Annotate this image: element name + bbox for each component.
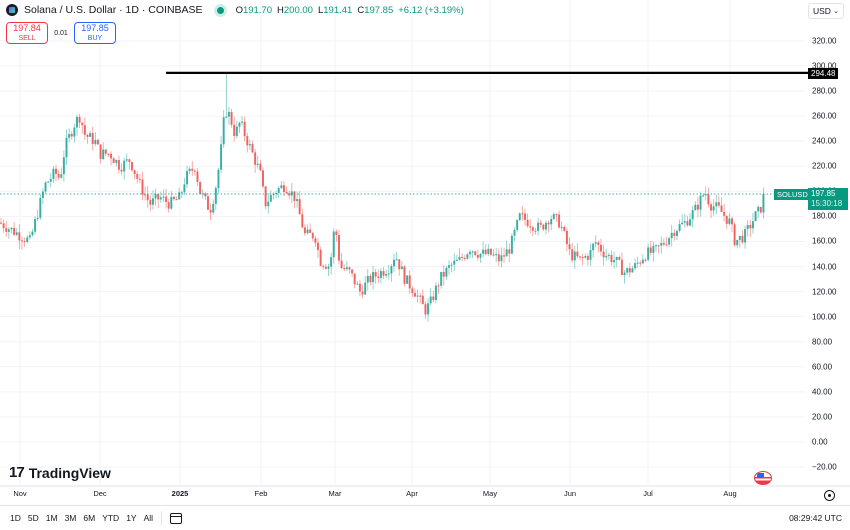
price-tick-label: −20.00 [812,462,837,472]
ohlc-values: O191.70 H200.00 L191.41 C197.85 +6.12 (+… [236,5,464,16]
gear-icon[interactable] [824,490,835,501]
price-tick-label: 320.00 [812,36,837,46]
price-tick-label: 260.00 [812,111,837,121]
range-button-ytd[interactable]: YTD [102,513,120,523]
price-tick-label: 220.00 [812,161,837,171]
candlestick-chart[interactable] [0,0,850,505]
symbol-title[interactable]: Solana / U.S. Dollar · 1D · COINBASE [24,4,203,16]
range-button-1m[interactable]: 1M [45,513,58,523]
range-button-1y[interactable]: 1Y [126,513,137,523]
chevron-down-icon: ⌄ [833,8,839,15]
calendar-goto-icon[interactable] [170,512,183,524]
high-value: 200.00 [283,4,313,16]
time-tick-label: Jul [643,489,653,498]
buy-price: 197.85 [81,23,109,33]
price-tick-label: 280.00 [812,86,837,96]
bottom-toolbar: 1D 5D 1M 3M 6M YTD 1Y All 08:29:42 UTC [0,505,850,530]
high-label: H [277,4,284,16]
low-label: L [317,4,324,16]
last-price-value: 197.85 [811,189,836,198]
tradingview-mark-icon: 17 [9,464,25,481]
tradingview-logo[interactable]: 17 TradingView [9,464,111,481]
change-value: +6.12 (+3.19%) [398,4,464,16]
price-tick-label: 40.00 [812,387,833,397]
utc-clock[interactable]: 08:29:42 UTC [789,513,842,523]
range-button-5d[interactable]: 5D [27,513,39,523]
range-button-6m[interactable]: 6M [83,513,96,523]
price-tick-label: 160.00 [812,236,837,246]
sell-price: 197.84 [13,23,41,33]
time-tick-label: Jun [563,489,577,498]
range-button-all[interactable]: All [143,513,154,523]
toolbar-divider [161,511,163,525]
symbol-tag: SOLUSD [774,189,811,200]
close-value: 197.85 [364,4,394,16]
price-tick-label: 140.00 [812,262,837,271]
sell-label: SELL [18,35,36,42]
symbol-header: Solana / U.S. Dollar · 1D · COINBASE O19… [6,4,464,16]
price-tick-label: 180.00 [812,211,837,221]
trade-panel: 197.84 SELL 0.01 197.85 BUY [6,22,116,44]
range-button-3m[interactable]: 3M [64,513,77,523]
price-tick-label: 240.00 [812,136,837,146]
open-label: O [235,4,243,16]
currency-value: USD [813,6,831,16]
time-tick-label: Nov [13,489,27,498]
bar-countdown: 15:30:18 [811,199,843,208]
price-tick-label: 100.00 [812,312,837,322]
last-price-label: 197.85 15:30:18 [808,188,848,210]
buy-label: BUY [87,35,103,42]
sell-button[interactable]: 197.84 SELL [6,22,48,44]
buy-button[interactable]: 197.85 BUY [74,22,116,44]
range-selector: 1D 5D 1M 3M 6M YTD 1Y All [10,513,153,523]
us-flag-event-icon[interactable] [754,471,772,485]
price-tick-label: 60.00 [812,362,833,372]
time-tick-label: Aug [723,489,737,498]
price-tick-label: 20.00 [812,412,833,422]
time-tick-label: Mar [328,489,342,498]
tradingview-logo-text: TradingView [28,464,111,481]
price-tick-label: 0.00 [812,437,828,447]
time-tick-label: May [482,489,498,498]
time-tick-label: Apr [406,489,418,498]
price-tick-label: 80.00 [812,337,833,347]
range-button-1d[interactable]: 1D [10,513,21,523]
currency-select[interactable]: USD ⌄ [808,3,844,19]
low-value: 191.41 [323,4,353,16]
time-tick-label: Dec [93,489,107,498]
price-tick-label: 120.00 [812,287,837,297]
horizontal-line-price-label[interactable]: 294.48 [808,68,839,79]
open-value: 191.70 [242,4,273,16]
time-tick-label: Feb [254,489,268,498]
spread-value: 0.01 [54,29,68,37]
time-axis[interactable]: Nov Dec 2025 Feb Mar Apr May Jun Jul Aug [0,489,805,503]
time-tick-label: 2025 [171,489,189,498]
price-tick-label: 300.00 [812,61,837,71]
solana-logo-icon [6,4,18,16]
market-open-icon [216,6,224,14]
close-label: C [357,4,365,16]
